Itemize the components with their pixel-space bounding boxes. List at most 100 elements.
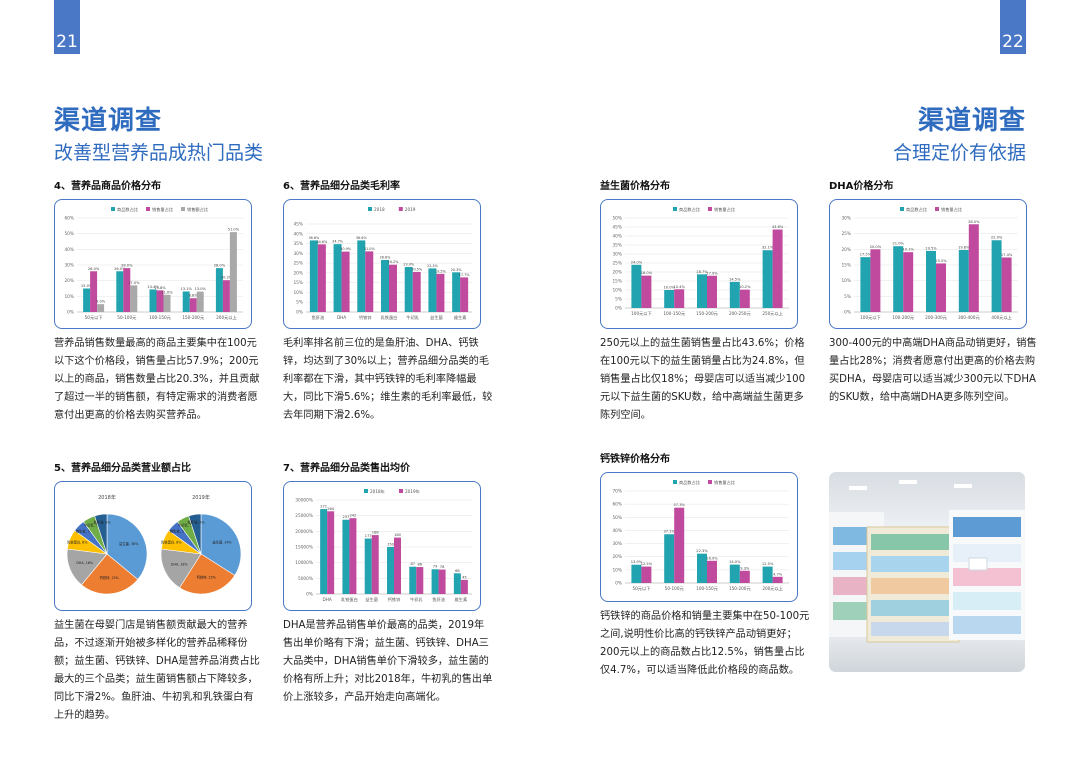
text-price-distribution: 营养品销售数量最高的商品主要集中在100元 以下这个价格段，销售量占比57.9%；… [54,335,260,425]
y-tick-label: 10% [293,290,303,296]
data-label: 14.0% [729,560,741,564]
legend-swatch [673,480,677,484]
data-label: 20.0% [870,245,882,249]
data-label: 188 [372,531,380,535]
data-label: 14.5% [729,277,741,281]
bar [156,290,164,312]
bar [903,252,914,312]
data-label: 79 [433,565,438,569]
y-tick-label: 10% [64,294,74,300]
paragraph-line: 售出单价略有下滑；益生菌、钙铁锌、DHA三 [283,638,489,649]
bar [664,290,675,308]
bar [317,244,326,312]
y-tick-label: 5% [844,294,851,300]
slice-label: 益生菌, 34% [212,540,231,545]
y-tick-label: 20% [293,270,303,276]
pie-slice [81,553,139,595]
paragraph-line: 锌，均达到了30%以上；营养品细分品类的毛 [283,356,490,367]
data-label: 17.7% [459,273,471,277]
chart-probiotic-price-svg: 商品数占比 销售量占比 0% 5% 10% 15% 20% 25% 30% 35% 40% 45% 50… [612,206,789,317]
bar [893,246,904,312]
slice-label: 钙铁锌, 25% [197,575,216,580]
data-label: 30.9% [340,247,352,251]
data-label: 28.0% [214,264,226,268]
y-tick-label: 25% [841,231,851,237]
bar [641,566,652,583]
bar [341,251,350,312]
x-tick-label: 200元以上 [216,314,237,321]
bar [1001,257,1012,312]
y-tick-label: 0% [306,592,313,598]
paragraph-line: 元以下益生菌的SKU数，给中高端益生菌更多 [600,392,804,403]
bar [664,534,675,583]
legend-swatch [181,207,185,211]
paragraph-line: 同比下滑2%。鱼肝油、牛初乳和乳铁蛋白有 [54,692,254,703]
y-tick-label: 30% [64,263,74,269]
x-tick-label: 150-200元 [729,586,751,592]
x-tick-label: 50-100元 [665,586,684,592]
paragraph-line: 毛利率排名前三位的是鱼肝油、DHA、钙铁 [283,338,479,349]
data-label: 37.1% [663,530,675,534]
page-number-text: 21 [56,32,78,52]
data-label: 19.5% [925,246,937,250]
legend-swatch [708,207,712,211]
x-tick-label: 100-150元 [149,315,171,321]
data-label: 12.5% [641,562,653,566]
y-tick-label: 0% [615,306,622,312]
data-label: 13.0% [194,287,206,291]
text-cafezn-price: 钙铁锌的商品价格和销量主要集中在50-100元 之间,说明性价比高的钙铁锌产品动销… [600,608,810,680]
x-tick-label: 钙铁锌 [388,596,401,603]
data-label: 4.7% [773,572,783,576]
bar [739,570,750,583]
data-label: 31.0% [364,247,376,251]
chart-dha-price: 商品数占比 销售量占比 0% 5% 10% 15% 20% 25% 30% 17.5% 20.0% 1… [829,199,1027,329]
paragraph-line: 在100元以下的益生菌销量占比为24.8%，但 [600,356,805,367]
x-tick-label: 50元以下 [632,586,650,592]
y-tick-label: 40% [64,247,74,253]
x-tick-label: 益生菌 [365,596,378,603]
paragraph-line: 价格有所上升；对比2018年，牛初乳的售出单 [283,674,493,685]
y-tick-label: 30% [293,251,303,257]
x-tick-label: 100元以下 [860,315,881,321]
y-tick-label: 10% [612,567,622,573]
chart-avg-price-svg: 2018年 2019年 0% 5000% 10000% 15000% 20000% 25000… [295,488,472,603]
bar [460,277,469,312]
paragraph-line: 意付出更高的价格去购买营养品。 [54,410,207,421]
bar [926,250,936,312]
right-page-title: 渠道调查 [917,106,1026,136]
bar [215,268,223,312]
bar [762,250,773,308]
bar [381,259,389,312]
data-label: 20.5% [411,267,423,271]
data-label: 36.6% [308,236,320,240]
y-tick-label: 25% [293,261,303,267]
paragraph-line: 买DHA，母婴店可以适当减少300元以下DHA [829,374,1037,385]
pie-title: 2019年 [192,494,210,501]
x-tick-label: 乳铁蛋白 [381,314,398,321]
slice-label: 钙铁锌, 25% [100,575,119,580]
heading-gross-margin: 6、营养品细分品类毛利率 [283,181,400,192]
y-tick-label: 15000% [295,545,313,551]
bar [438,569,446,594]
data-label: 5.0% [96,300,106,304]
bar [130,285,138,312]
bar [674,289,685,308]
data-label: 10.0% [663,286,675,290]
bar [452,272,461,312]
paragraph-line: 销售量占比仅18%；母婴店可以适当减少100 [600,374,806,385]
x-tick-label: 50元以下 [85,315,103,321]
paragraph-line: 了超过一半的销售额，有特定需求的消费者愿 [54,392,258,403]
paragraph-line: DHA是营养品销售单价最高的品类，2019年 [283,620,485,631]
slice-label: 牛初乳, 5% [84,523,101,528]
legend-label: 销售额占比 [187,206,208,213]
text-dha-price: 300-400元的中高端DHA商品动销更好，销售 量占比28%；消费者愿意付出更高… [829,335,1037,407]
store-shelf-illustration [829,472,1025,672]
paragraph-line: 去年同期下滑2.6%。 [283,410,381,421]
paragraph-line: 陈列空间。 [600,410,651,421]
paragraph-line: 钙铁锌的商品价格和销量主要集中在50-100元 [600,611,810,622]
slice-label: 益生菌, 36% [119,541,138,546]
y-tick-label: 20% [612,554,622,560]
bar [123,268,131,312]
text-avg-price: DHA是营养品销售单价最高的品类，2019年 售出单价略有下滑；益生菌、钙铁锌、D… [283,617,493,707]
